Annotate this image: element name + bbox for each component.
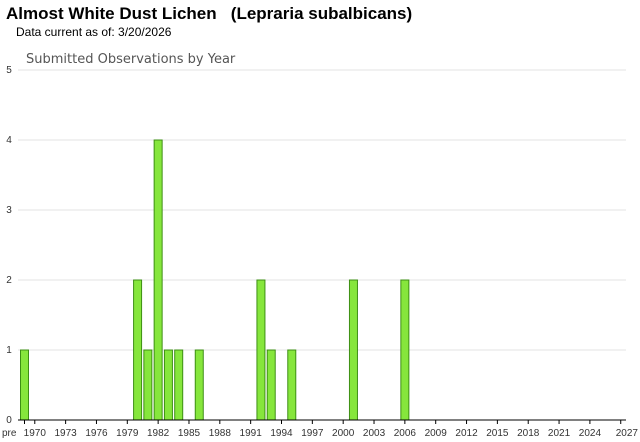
- bar-1993: [266, 349, 276, 421]
- x-tick-label: 1991: [240, 428, 263, 439]
- x-axis-ticks: pre 1970 1973 1976 1979 1982 1985 1988 1991 1994 1…: [2, 420, 638, 439]
- x-tick-label: 2012: [455, 428, 478, 439]
- y-tick-label: 2: [6, 275, 12, 286]
- x-tick-label: 1976: [85, 428, 108, 439]
- bar-pre: [20, 349, 29, 421]
- chart-subtitle: Submitted Observations by Year: [26, 52, 236, 67]
- y-tick-label: 0: [6, 415, 12, 426]
- x-tick-label: 1985: [178, 428, 201, 439]
- bar-2001: [348, 279, 358, 421]
- bar-1986: [194, 349, 204, 421]
- chart-grid: [18, 69, 626, 351]
- x-tick-label: 2009: [425, 428, 448, 439]
- x-tick-label: 2018: [517, 428, 540, 439]
- x-tick-label: 1973: [54, 428, 77, 439]
- x-tick-label: 2003: [363, 428, 386, 439]
- bar-1984: [174, 349, 184, 421]
- x-tick-label: 1994: [270, 428, 293, 439]
- data-updated-text: Data current as of: 3/20/2026: [16, 25, 172, 39]
- x-tick-label: 1997: [301, 428, 324, 439]
- bar-1995: [287, 349, 297, 421]
- bar-1982: [153, 139, 163, 421]
- x-tick-label: 2027: [616, 428, 639, 439]
- bar-2006: [400, 279, 410, 421]
- x-tick-label: 1970: [24, 428, 47, 439]
- x-tick-label: 2006: [394, 428, 417, 439]
- y-axis-ticks: 0 1 2 3 4 5: [6, 65, 12, 426]
- bar-1983: [163, 349, 173, 421]
- x-tick-label: 1979: [116, 428, 139, 439]
- x-tick-label: 2015: [486, 428, 509, 439]
- page-title: Almost White Dust Lichen (Lepraria subal…: [6, 4, 413, 23]
- y-tick-label: 3: [6, 205, 12, 216]
- bar-1981: [143, 349, 153, 421]
- bar-1980: [133, 279, 143, 421]
- x-tick-label: 2000: [332, 428, 355, 439]
- bar-1992: [256, 279, 266, 421]
- y-tick-label: 1: [6, 345, 12, 356]
- y-tick-label: 4: [6, 135, 12, 146]
- x-tick-label: 1982: [147, 428, 170, 439]
- chart-bars: [20, 139, 410, 421]
- y-tick-label: 5: [6, 65, 12, 76]
- x-tick-label: 2024: [579, 428, 602, 439]
- x-tick-label: 1988: [209, 428, 232, 439]
- x-tick-label: pre: [2, 428, 17, 439]
- x-tick-label: 2021: [548, 428, 571, 439]
